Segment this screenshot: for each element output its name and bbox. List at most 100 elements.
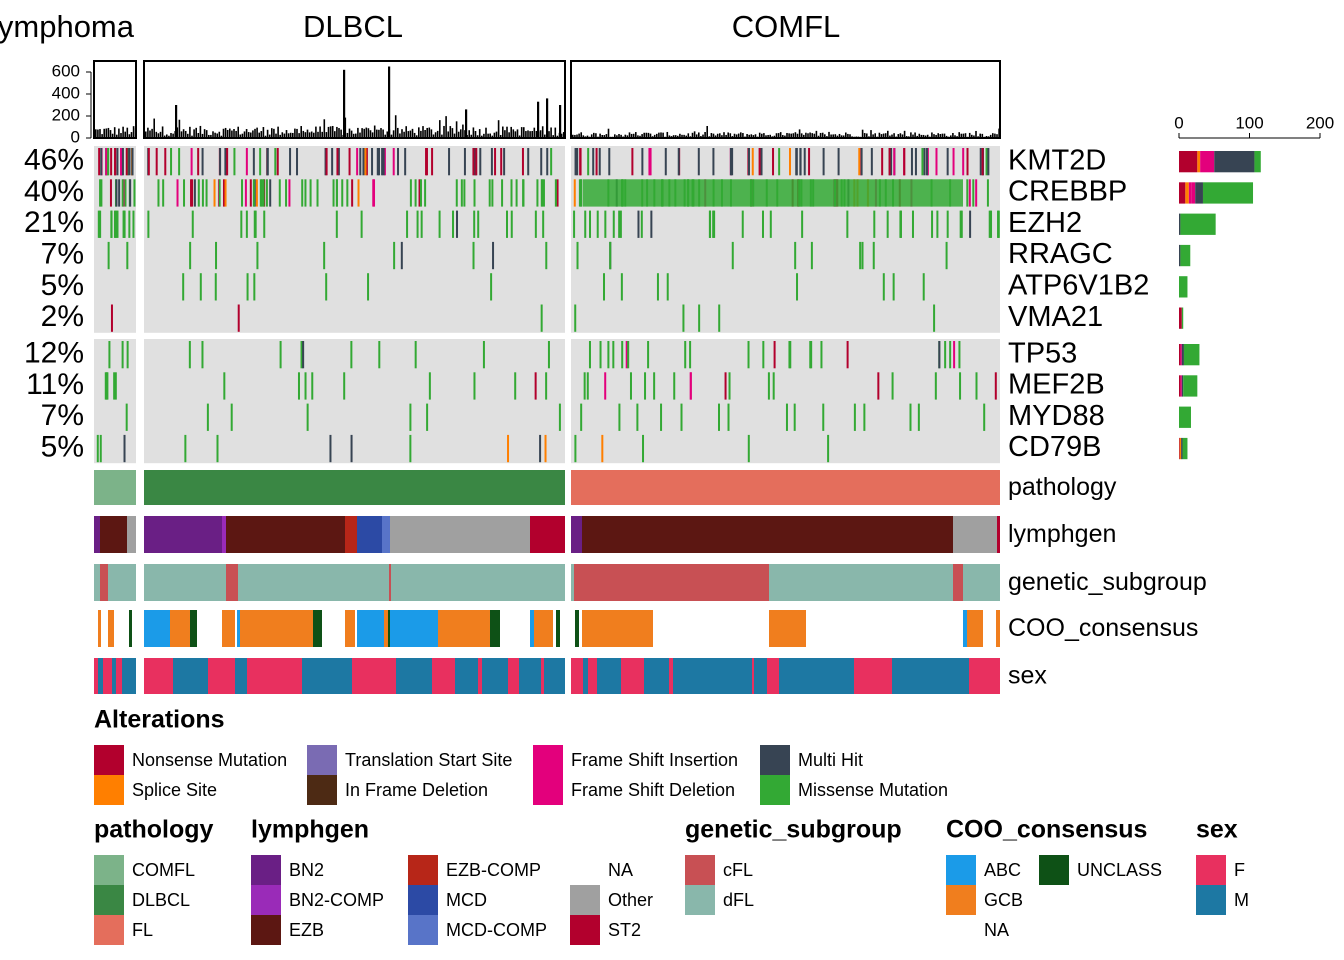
- tmb-bar: [710, 133, 713, 138]
- mutation-mark: [404, 148, 407, 176]
- mutation-mark: [260, 179, 263, 207]
- tmb-bar: [586, 135, 589, 138]
- mutation-mark: [870, 148, 873, 176]
- tmb-bar: [706, 125, 708, 138]
- tmb-bar: [415, 135, 418, 138]
- tmb-bar: [510, 126, 512, 138]
- mutation-mark: [129, 179, 132, 207]
- tmb-bar: [601, 134, 603, 138]
- mutation-mark: [472, 148, 475, 176]
- tmb-bar: [958, 132, 960, 138]
- tmb-panel: [93, 60, 137, 139]
- mutation-mark: [773, 341, 776, 369]
- mutation-mark: [636, 403, 639, 431]
- tmb-bar: [441, 134, 443, 138]
- COO_consensus-segment: [556, 610, 560, 647]
- mutation-mark: [325, 273, 328, 301]
- mutation-mark: [649, 148, 652, 176]
- tmb-bar: [300, 126, 302, 138]
- tmb-bar: [145, 131, 147, 138]
- lymphgen-segment: [127, 516, 130, 553]
- sex-segment: [455, 658, 478, 694]
- tmb-bar: [544, 134, 546, 138]
- tmb-bar: [105, 128, 108, 138]
- tmb-bar: [603, 135, 606, 138]
- mutation-mark: [323, 241, 326, 270]
- mutation-mark: [455, 179, 458, 207]
- genetic_subgroup-segment: [391, 564, 565, 601]
- tmb-bar: [266, 129, 269, 138]
- alteration-legend-swatch: [94, 775, 124, 805]
- mutation-mark: [473, 179, 476, 207]
- tmb-bar: [271, 128, 273, 138]
- COO_consensus-segment: [108, 610, 114, 647]
- mutation-mark: [877, 372, 880, 400]
- mutation-mark: [409, 434, 412, 463]
- mutation-mark: [599, 341, 602, 369]
- mutation-mark: [378, 148, 381, 176]
- gene-percent: 7%: [41, 237, 84, 270]
- tmb-bar: [168, 135, 170, 138]
- alteration-legend-label: In Frame Deletion: [345, 780, 488, 800]
- tmb-bar: [331, 125, 334, 138]
- sex-segment: [112, 658, 116, 694]
- mutation-mark: [799, 148, 802, 176]
- tmb-bar: [901, 134, 904, 138]
- tmb-bar: [443, 125, 445, 138]
- mutation-mark: [193, 179, 196, 207]
- count-bar-segment: [1180, 213, 1216, 235]
- tmb-bar: [319, 126, 321, 138]
- mutation-mark: [909, 403, 912, 431]
- tmb-bar: [616, 135, 618, 138]
- tmb-bar: [637, 135, 639, 138]
- mutation-mark: [621, 341, 624, 369]
- tmb-bar: [241, 133, 244, 138]
- mutation-mark: [587, 148, 590, 176]
- oncoprint-panel: [94, 146, 136, 333]
- mutation-mark: [689, 341, 692, 369]
- mutation-mark: [105, 148, 108, 176]
- sex-segment: [767, 658, 779, 694]
- mutation-mark: [558, 403, 561, 431]
- pathology-segment: [94, 470, 136, 505]
- tmb-bar: [523, 127, 525, 138]
- tmb-bar: [350, 130, 353, 138]
- mutation-mark: [985, 148, 988, 176]
- tmb-bar: [329, 126, 332, 138]
- lymphgen-segment: [144, 516, 222, 553]
- sex-segment: [186, 658, 208, 694]
- genetic_subgroup-segment: [389, 564, 391, 601]
- tmb-bar: [761, 133, 763, 138]
- coo-legend-label: UNCLASS: [1077, 860, 1162, 880]
- mutation-mark: [903, 148, 906, 176]
- mutation-mark: [785, 403, 788, 431]
- tmb-bar: [893, 133, 895, 138]
- mutation-mark: [573, 210, 576, 238]
- mutation-mark: [269, 179, 272, 207]
- legend-title: COO_consensus: [946, 816, 1147, 844]
- mutation-mark: [677, 148, 680, 176]
- mutation-mark: [596, 210, 599, 238]
- mutation-mark: [952, 148, 955, 176]
- tmb-bar: [153, 118, 155, 138]
- COO_consensus-segment: [530, 610, 534, 647]
- count-bar-segment: [1181, 437, 1183, 460]
- tmb-bar: [147, 127, 149, 138]
- tmb-bar: [924, 135, 927, 138]
- mutation-mark: [371, 148, 374, 176]
- tmb-bar: [830, 134, 832, 138]
- tmb-bar: [338, 128, 340, 138]
- tmb-bar: [258, 132, 260, 138]
- tmb-bar: [128, 134, 131, 138]
- tmb-bar: [758, 132, 761, 138]
- mutation-mark: [452, 210, 455, 238]
- mutation-mark: [126, 341, 129, 369]
- tmb-bar: [559, 105, 562, 138]
- tmb-bar: [292, 132, 294, 138]
- gene-label: RRAGC: [1008, 238, 1113, 270]
- tmb-bar: [155, 131, 158, 138]
- mutation-mark: [191, 210, 194, 238]
- alteration-legend-label: Multi Hit: [798, 750, 863, 770]
- legend-title: Alterations: [94, 706, 225, 734]
- mutation-mark: [409, 403, 412, 431]
